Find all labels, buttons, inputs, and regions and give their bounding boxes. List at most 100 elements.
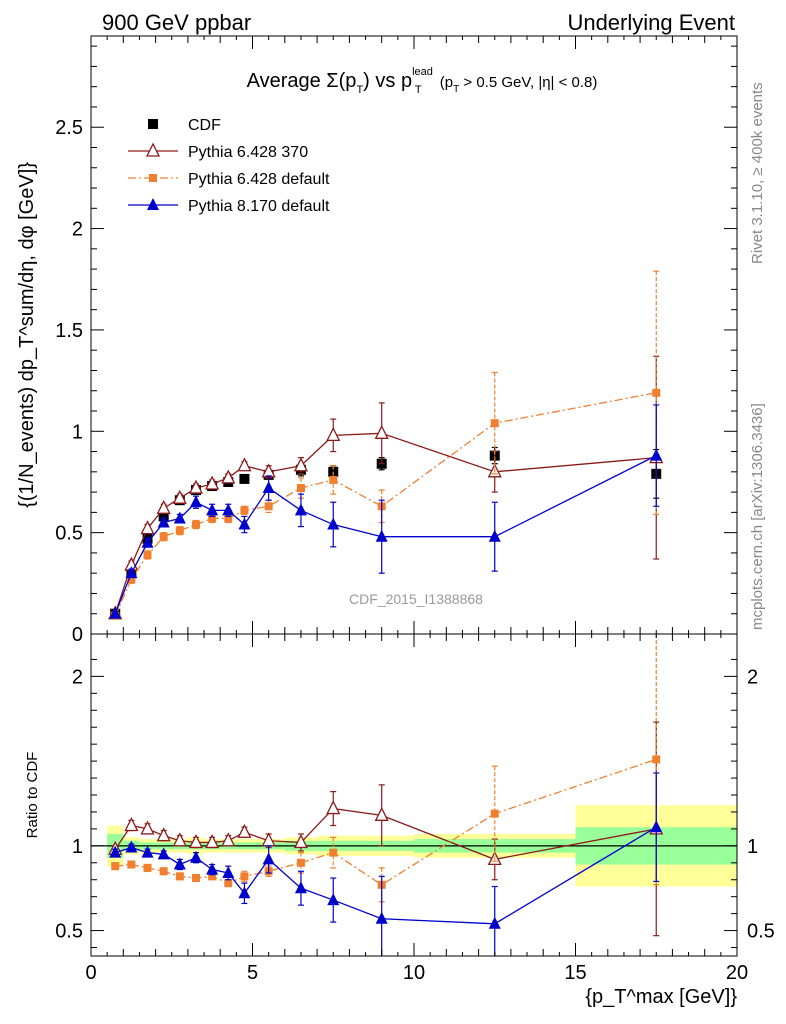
ratio-marks [108,633,664,956]
data-point [140,520,155,535]
legend-item: Pythia 6.428 default [128,171,330,188]
data-point [157,847,170,860]
data-point [237,823,252,838]
data-point [329,848,338,857]
data-point [262,852,275,865]
y-tick-label: 1 [72,421,83,443]
data-point [490,419,499,428]
data-point [296,858,305,867]
data-point [206,862,219,875]
legend-label: CDF [188,117,221,134]
data-point [175,526,184,535]
data-point [141,535,154,548]
data-point [326,426,341,441]
data-point [239,473,250,484]
ratio-panel: 0.5 0.51 12 20 5 10 15 20 Ratio to CDF {p_T^max… [24,633,775,1008]
title-mid: ) vs p [363,70,412,92]
ratio-y-tick-label-right: 0.5 [747,921,775,943]
data-point [173,857,186,870]
data-point [159,532,168,541]
data-point [222,865,235,878]
ratio-axes: 0.5 0.51 12 20 5 10 15 20 [55,634,775,984]
data-point [205,833,220,849]
data-point [488,916,501,929]
data-point [238,886,251,899]
data-point [127,860,136,869]
data-point [293,457,309,472]
data-point [125,566,138,579]
data-point [375,911,388,924]
data-point [189,850,202,863]
data-point [188,833,204,849]
title-sub2: T [415,84,422,96]
y-tick-label: 0 [72,624,83,646]
data-point [109,845,122,858]
analysis-label: CDF_2015_I1388868 [349,591,483,607]
legend-label: Pythia 6.428 370 [188,144,308,161]
data-point [326,800,341,815]
data-point [294,881,307,894]
ratio-y-tick-label: 1 [72,836,83,858]
x-tick-label: 5 [247,962,258,984]
data-point [264,502,273,511]
legend-marker [147,198,159,210]
main-panel: 00.511.522.5 Average Σ(pT) vs plead T (pT… [16,35,738,646]
data-point [488,529,501,542]
data-point [172,832,187,847]
ratio-y-tick-label-right: 1 [747,836,758,858]
data-point [159,867,168,876]
data-point [157,515,170,528]
header-left: 900 GeV ppbar [102,10,251,35]
data-point [222,503,235,516]
data-point [650,448,663,461]
data-point [189,495,202,508]
ratio-y-tick-label-right: 2 [747,666,758,688]
mcplots-label: mcplots.cern.ch [arXiv:1306.3436] [749,403,766,630]
ratio-y-tick-label: 0.5 [55,921,83,943]
y-tick-label: 0.5 [55,523,83,545]
main-marks [108,270,664,620]
data-point [208,872,217,881]
header-right: Underlying Event [567,10,735,35]
data-point [374,806,389,821]
x-tick-label: 0 [85,962,96,984]
title-sup: lead [412,66,433,78]
data-point [650,820,663,833]
legend-item: Pythia 6.428 370 [128,142,308,161]
data-point [293,833,309,849]
data-point [262,481,275,494]
data-point [124,817,139,832]
data-point [224,514,233,523]
data-point [652,388,661,397]
data-point [206,503,219,516]
data-point [240,506,249,515]
title-post: (p [436,74,454,91]
legend-label: Pythia 8.170 default [188,198,330,215]
data-point [327,893,340,906]
legend-marker [148,119,158,129]
title-sub3: T [453,84,459,95]
data-point [224,879,233,888]
main-title: Average Σ(pT) vs plead T (pT > 0.5 GeV, |… [247,66,598,96]
data-point [127,575,136,584]
data-point [329,475,338,484]
data-point [143,550,152,559]
legend-item: Pythia 8.170 default [128,198,330,215]
series-line-3 [114,455,657,614]
ratio-frame [90,633,738,957]
x-tick-label: 20 [726,962,748,984]
x-tick-label: 10 [403,962,425,984]
data-point [237,457,252,472]
data-point [143,863,152,872]
ratio-ylabel: Ratio to CDF [24,752,41,839]
data-point [141,845,154,858]
title-sub1: T [356,84,363,96]
title-tail: > 0.5 GeV, |η| < 0.8) [459,74,597,91]
data-point [175,872,184,881]
data-point [221,832,236,847]
y-tick-label: 1.5 [55,320,83,342]
data-point [109,606,122,619]
data-point [652,755,661,764]
ratio-y-tick-label: 2 [72,666,83,688]
